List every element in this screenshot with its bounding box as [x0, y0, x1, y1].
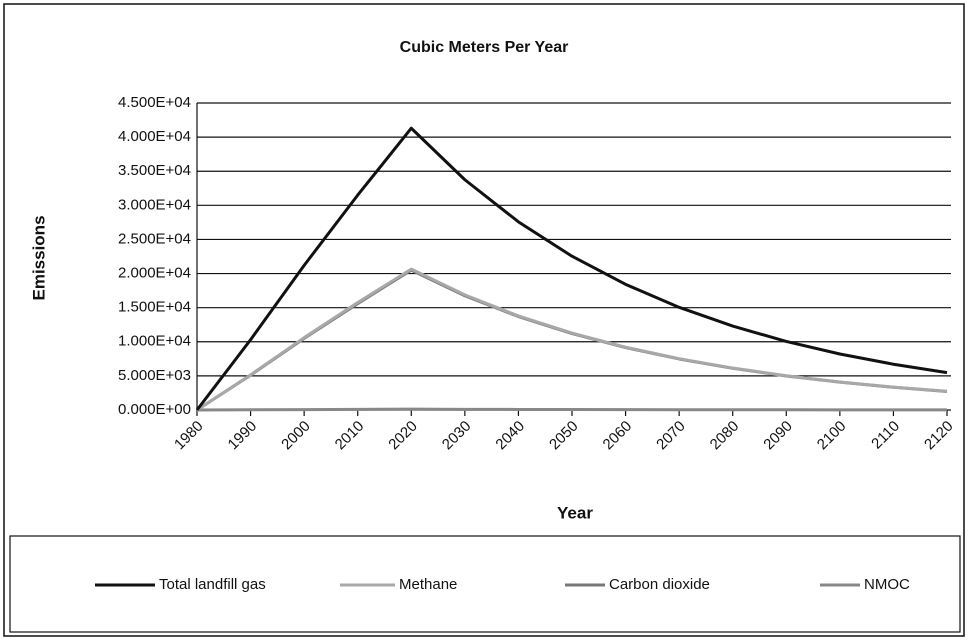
legend-label: Total landfill gas	[159, 576, 266, 593]
y-tick-label: 3.000E+04	[118, 196, 191, 213]
series-line	[195, 126, 948, 411]
y-tick-label: 4.500E+04	[118, 94, 191, 111]
y-tick-label: 2.500E+04	[118, 230, 191, 247]
legend-label: NMOC	[864, 576, 910, 593]
y-tick-label: 4.000E+04	[118, 128, 191, 145]
y-tick-label: 2.000E+04	[118, 265, 191, 282]
series-line	[196, 407, 948, 412]
y-tick-label: 5.000E+03	[118, 367, 191, 384]
legend-box	[9, 535, 961, 633]
y-tick-label: 1.000E+04	[118, 333, 191, 350]
legend-label: Methane	[399, 576, 457, 593]
y-tick-label: 0.000E+00	[118, 401, 191, 418]
y-tick-label: 1.500E+04	[118, 299, 191, 316]
y-tick-label: 3.500E+04	[118, 162, 191, 179]
series-line	[196, 267, 948, 412]
chart-border	[3, 3, 965, 637]
chart-title: Cubic Meters Per Year	[400, 39, 569, 56]
y-axis-label: Emissions	[29, 215, 48, 300]
x-axis-label: Year	[557, 503, 593, 522]
legend-label: Carbon dioxide	[609, 576, 710, 593]
